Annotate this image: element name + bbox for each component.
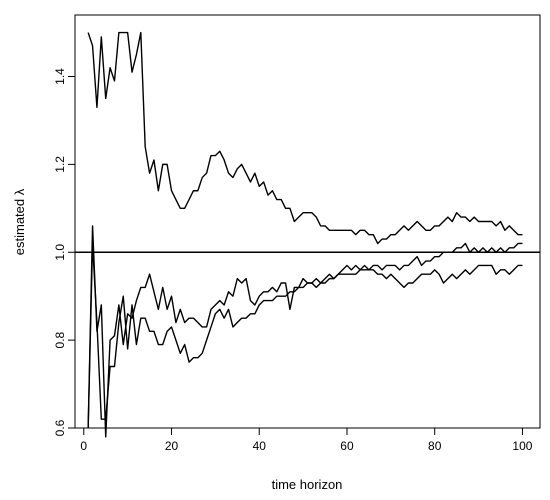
x-tick-label: 60 bbox=[340, 439, 354, 453]
plot-frame bbox=[74, 14, 541, 429]
x-tick-label: 40 bbox=[253, 439, 267, 453]
x-axis: 0 20 40 60 80 100 bbox=[80, 428, 533, 453]
x-tick-label: 100 bbox=[512, 439, 532, 453]
y-axis-title: estimated λ bbox=[12, 188, 27, 255]
series-line-3 bbox=[87, 242, 523, 429]
y-axis: 0.6 0.8 1.0 1.2 1.4 bbox=[53, 68, 75, 436]
series-line-1 bbox=[87, 31, 523, 245]
x-tick-label: 0 bbox=[80, 439, 87, 453]
x-tick-label: 80 bbox=[428, 439, 442, 453]
y-tick-label: 1.4 bbox=[53, 68, 67, 85]
x-tick-label: 20 bbox=[165, 439, 179, 453]
y-tick-label: 1.2 bbox=[53, 156, 67, 173]
series-line-2 bbox=[87, 225, 523, 438]
y-tick-label: 0.6 bbox=[53, 419, 67, 436]
series-layer bbox=[87, 31, 523, 438]
y-tick-label: 1.0 bbox=[53, 244, 67, 261]
x-axis-title: time horizon bbox=[272, 477, 343, 492]
y-tick-label: 0.8 bbox=[53, 331, 67, 348]
